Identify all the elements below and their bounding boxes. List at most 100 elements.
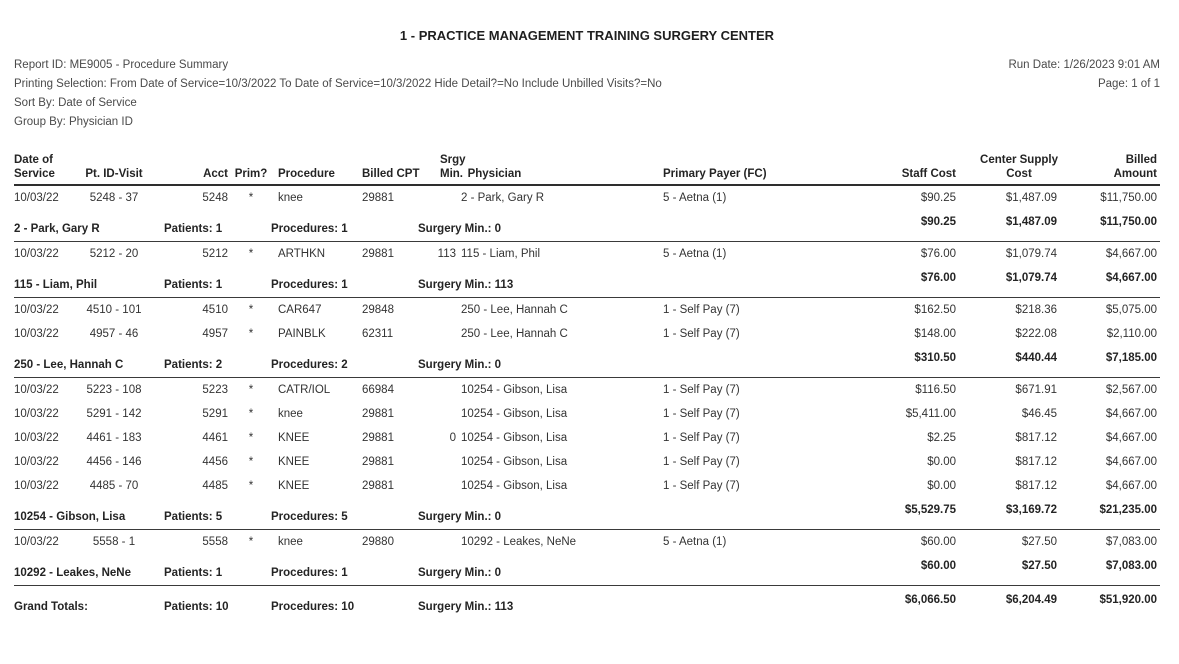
cell-srgy-physician: 250 - Lee, Hannah C: [434, 303, 663, 317]
group-staff-cost-total: $76.00: [920, 272, 956, 284]
table-row: 10/03/22 5558 - 1 5558 * knee 29880 1029…: [14, 530, 1160, 554]
cell-date-of-service: 10/03/22: [14, 536, 59, 548]
table-row: 10/03/22 5212 - 20 5212 * ARTHKN 29881 1…: [14, 242, 1160, 266]
column-header-physician: Physician: [467, 168, 522, 180]
cell-srgy-min: [434, 455, 456, 469]
cell-pt-id-visit: 4461 - 183: [86, 432, 142, 444]
cell-srgy-min: 113: [437, 248, 456, 260]
cell-staff-cost: $90.25: [920, 192, 956, 204]
cell-center-supply-cost: $817.12: [1015, 480, 1057, 492]
table-row: 10/03/22 4957 - 46 4957 * PAINBLK 62311 …: [14, 322, 1160, 346]
table-row: 10/03/22 4461 - 183 4461 * KNEE 29881 0 …: [14, 426, 1160, 450]
cell-srgy-physician: 10254 - Gibson, Lisa: [434, 383, 663, 397]
cell-srgy-min: [434, 535, 456, 549]
cell-staff-cost: $116.50: [915, 384, 956, 396]
cell-procedure: ARTHKN: [278, 248, 326, 260]
group-surgery-min: Surgery Min.: 113: [418, 601, 514, 613]
cell-physician: 10254 - Gibson, Lisa: [461, 384, 568, 396]
table-row: 10/03/22 5248 - 37 5248 * knee 29881 2 -…: [14, 186, 1160, 210]
cell-acct: 4456: [202, 456, 228, 468]
table-row: 10/03/22 4456 - 146 4456 * KNEE 29881 10…: [14, 450, 1160, 474]
cell-srgy-min: [434, 327, 456, 341]
cell-prim: *: [248, 480, 254, 492]
cell-billed-amount: $4,667.00: [1105, 480, 1157, 492]
report-id: Report ID: ME9005 - Procedure Summary: [14, 59, 229, 71]
cell-prim: *: [248, 408, 254, 420]
cell-staff-cost: $0.00: [927, 480, 956, 492]
column-header-srgy-physician: Srgy Min. Physician: [434, 153, 663, 181]
group-procedures-count: Procedures: 1: [271, 567, 348, 579]
cell-acct: 5212: [202, 248, 228, 260]
cell-srgy-physician: 10292 - Leakes, NeNe: [434, 535, 663, 549]
group-patients-count: Patients: 2: [164, 359, 223, 371]
group-procedures-count: Procedures: 1: [271, 223, 348, 235]
cell-staff-cost: $148.00: [914, 328, 956, 340]
group-surgery-min: Surgery Min.: 0: [418, 511, 502, 523]
grand-totals-row: Grand Totals: Patients: 10 Procedures: 1…: [14, 594, 1160, 619]
cell-center-supply-cost: $46.45: [1021, 408, 1057, 420]
cell-physician: 250 - Lee, Hannah C: [461, 328, 568, 340]
cell-billed-amount: $4,667.00: [1105, 408, 1157, 420]
group-surgery-min: Surgery Min.: 0: [418, 567, 502, 579]
cell-pt-id-visit: 4957 - 46: [89, 328, 139, 340]
cell-billed-amount: $5,075.00: [1105, 304, 1157, 316]
group-patients-count: Patients: 1: [164, 223, 223, 235]
group-patients-count: Patients: 1: [164, 279, 223, 291]
cell-procedure: knee: [278, 408, 303, 420]
group-center-supply-cost-total: $6,204.49: [1005, 594, 1057, 606]
cell-center-supply-cost: $27.50: [1021, 536, 1057, 548]
group-summary-row: 10254 - Gibson, Lisa Patients: 5 Procedu…: [14, 504, 1160, 530]
cell-prim: *: [248, 456, 254, 468]
cell-prim: *: [248, 432, 254, 444]
cell-procedure: knee: [278, 536, 303, 548]
column-header-procedure: Procedure: [278, 168, 335, 180]
cell-srgy-min: [434, 191, 456, 205]
cell-physician: 10292 - Leakes, NeNe: [461, 536, 577, 548]
cell-acct: 5558: [202, 536, 228, 548]
run-date: Run Date: 1/26/2023 9:01 AM: [1008, 59, 1160, 71]
cell-date-of-service: 10/03/22: [14, 248, 59, 260]
group-summary-row: 2 - Park, Gary R Patients: 1 Procedures:…: [14, 216, 1160, 242]
cell-physician: 10254 - Gibson, Lisa: [461, 480, 568, 492]
cell-staff-cost: $60.00: [920, 536, 956, 548]
cell-pt-id-visit: 5558 - 1: [92, 536, 136, 548]
cell-prim: *: [248, 384, 254, 396]
cell-physician: 10254 - Gibson, Lisa: [461, 456, 568, 468]
cell-billed-cpt: 29848: [362, 304, 394, 316]
cell-primary-payer: 5 - Aetna (1): [663, 248, 727, 260]
cell-date-of-service: 10/03/22: [14, 304, 59, 316]
cell-srgy-physician: 113 115 - Liam, Phil: [434, 247, 663, 261]
printing-selection: Printing Selection: From Date of Service…: [14, 78, 662, 90]
cell-billed-amount: $7,083.00: [1105, 536, 1157, 548]
group-physician-label: 10254 - Gibson, Lisa: [14, 511, 126, 523]
group-physician-label: 10292 - Leakes, NeNe: [14, 567, 131, 579]
cell-primary-payer: 1 - Self Pay (7): [663, 432, 740, 444]
cell-pt-id-visit: 5248 - 37: [89, 192, 139, 204]
cell-srgy-min: [434, 303, 456, 317]
cell-pt-id-visit: 5223 - 108: [86, 384, 142, 396]
cell-prim: *: [248, 536, 254, 548]
cell-srgy-physician: 10254 - Gibson, Lisa: [434, 479, 663, 493]
group-center-supply-cost-total: $440.44: [1015, 352, 1057, 364]
page-number: Page: 1 of 1: [1097, 78, 1160, 90]
cell-billed-cpt: 29881: [362, 248, 394, 260]
column-header-billed-amount: Billed Amount: [1113, 154, 1157, 180]
group-staff-cost-total: $60.00: [920, 560, 956, 572]
table-header-row: Date of Service Pt. ID-Visit Acct Prim? …: [14, 153, 1160, 186]
cell-srgy-min: [434, 383, 456, 397]
group-physician-label: 2 - Park, Gary R: [14, 223, 100, 235]
group-procedures-count: Procedures: 10: [271, 601, 355, 613]
sort-by: Sort By: Date of Service: [14, 97, 137, 109]
report-meta-left: Report ID: ME9005 - Procedure Summary Pr…: [14, 56, 662, 132]
group-center-supply-cost-total: $27.50: [1021, 560, 1057, 572]
cell-center-supply-cost: $222.08: [1015, 328, 1057, 340]
cell-date-of-service: 10/03/22: [14, 456, 59, 468]
table-row: 10/03/22 5291 - 142 5291 * knee 29881 10…: [14, 402, 1160, 426]
group-summary-row: 10292 - Leakes, NeNe Patients: 1 Procedu…: [14, 560, 1160, 586]
cell-billed-cpt: 29881: [362, 408, 394, 420]
cell-acct: 5248: [202, 192, 228, 204]
cell-date-of-service: 10/03/22: [14, 384, 59, 396]
column-header-center-supply-cost: Center Supply Cost: [980, 154, 1058, 180]
table-row: 10/03/22 5223 - 108 5223 * CATR/IOL 6698…: [14, 378, 1160, 402]
cell-date-of-service: 10/03/22: [14, 432, 59, 444]
